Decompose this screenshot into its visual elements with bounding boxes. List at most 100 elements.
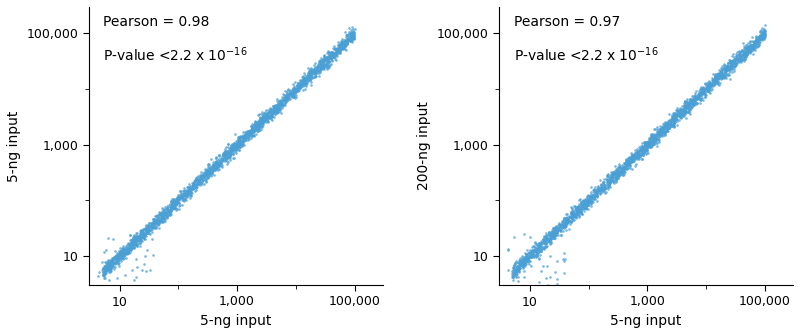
Point: [332, 45, 345, 51]
Point: [156, 216, 169, 222]
Point: [580, 197, 593, 202]
Point: [730, 57, 742, 63]
Point: [698, 94, 711, 100]
Point: [122, 241, 135, 246]
Point: [252, 121, 265, 126]
Point: [258, 116, 270, 122]
Point: [242, 132, 255, 137]
Point: [724, 67, 737, 72]
Point: [576, 204, 589, 209]
Point: [597, 187, 610, 192]
Point: [551, 222, 564, 228]
Point: [754, 36, 766, 42]
Point: [580, 198, 593, 203]
Point: [738, 54, 751, 59]
Point: [655, 132, 668, 138]
Point: [119, 255, 132, 260]
Point: [122, 248, 134, 253]
Point: [679, 109, 692, 114]
Point: [112, 254, 125, 259]
Point: [338, 44, 350, 49]
Point: [573, 206, 586, 212]
Point: [748, 43, 761, 48]
Point: [598, 176, 610, 182]
Point: [637, 149, 650, 155]
Point: [647, 132, 660, 138]
Point: [151, 221, 164, 226]
Point: [314, 70, 326, 75]
Point: [186, 182, 199, 187]
Point: [142, 223, 154, 228]
Point: [531, 245, 544, 250]
Point: [262, 108, 274, 113]
Point: [278, 96, 290, 102]
Point: [118, 250, 130, 256]
Point: [711, 82, 724, 87]
Point: [607, 178, 620, 184]
Point: [576, 201, 589, 207]
Point: [662, 125, 675, 131]
Point: [591, 185, 604, 190]
Point: [710, 76, 723, 81]
Point: [533, 240, 546, 246]
Point: [271, 105, 284, 111]
Point: [575, 200, 588, 206]
Point: [158, 217, 171, 222]
Point: [124, 232, 137, 238]
Point: [715, 72, 728, 77]
Point: [157, 211, 170, 216]
Point: [107, 260, 120, 265]
Point: [277, 97, 290, 103]
Point: [335, 39, 348, 45]
Point: [688, 102, 701, 108]
Point: [152, 219, 165, 224]
Point: [332, 39, 345, 45]
Point: [106, 259, 118, 264]
Point: [562, 219, 574, 225]
Point: [229, 148, 242, 153]
Point: [683, 97, 696, 102]
Point: [128, 245, 141, 250]
Point: [654, 129, 667, 134]
Point: [675, 108, 688, 113]
Point: [607, 170, 620, 176]
Point: [610, 175, 623, 181]
Point: [209, 167, 222, 172]
Point: [347, 34, 360, 39]
Point: [115, 251, 128, 256]
Point: [526, 249, 539, 254]
Point: [332, 47, 345, 52]
Point: [261, 115, 274, 121]
Point: [746, 46, 758, 52]
Point: [102, 264, 114, 269]
Point: [667, 117, 680, 122]
Point: [196, 177, 209, 182]
Point: [526, 253, 538, 259]
Point: [254, 128, 266, 133]
Point: [598, 183, 610, 188]
Point: [330, 47, 342, 52]
Point: [588, 193, 601, 199]
Point: [726, 66, 739, 72]
Point: [251, 126, 264, 132]
Point: [713, 75, 726, 80]
Point: [219, 155, 232, 160]
Point: [747, 45, 760, 50]
Point: [595, 187, 608, 192]
Point: [314, 56, 327, 61]
Point: [752, 35, 765, 40]
Point: [689, 98, 702, 104]
Point: [199, 172, 212, 177]
Point: [146, 225, 159, 230]
Point: [244, 130, 257, 135]
Point: [678, 112, 690, 117]
Point: [656, 133, 669, 138]
Point: [165, 198, 178, 204]
Point: [700, 82, 713, 87]
Point: [624, 157, 637, 162]
Point: [582, 201, 594, 207]
Point: [242, 129, 255, 135]
Point: [340, 47, 353, 53]
Point: [574, 196, 586, 202]
Point: [323, 63, 336, 68]
